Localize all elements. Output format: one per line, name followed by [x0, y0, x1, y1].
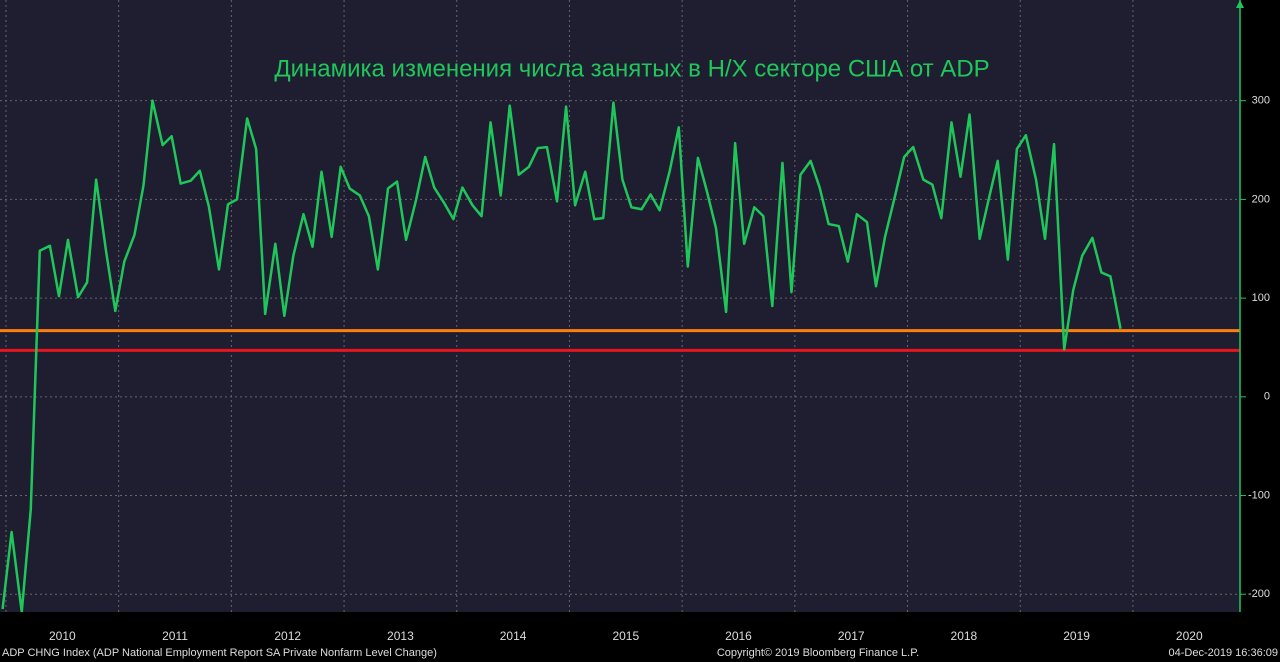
- x-tick-label: 2019: [1063, 629, 1090, 643]
- x-tick-label: 2012: [274, 629, 301, 643]
- x-tick-label: 2020: [1176, 629, 1203, 643]
- x-tick-label: 2010: [49, 629, 76, 643]
- x-tick-label: 2013: [387, 629, 414, 643]
- chart-title: Динамика изменения числа занятых в Н/Х с…: [274, 55, 989, 82]
- x-tick-label: 2017: [838, 629, 865, 643]
- y-tick-label: 200: [1252, 193, 1270, 205]
- copyright: Copyright© 2019 Bloomberg Finance L.P.: [717, 647, 919, 659]
- x-tick-label: 2015: [612, 629, 639, 643]
- y-tick-label: 100: [1252, 292, 1270, 304]
- marks: [0, 99, 1240, 612]
- x-tick-label: 2011: [162, 629, 188, 643]
- grid: [0, 0, 1240, 612]
- series-line: [1, 99, 1122, 612]
- y-tick-label: 0: [1264, 391, 1270, 403]
- y-tick-label: 300: [1252, 95, 1270, 107]
- x-tick-label: 2014: [500, 629, 527, 643]
- x-tick-label: 2016: [725, 629, 752, 643]
- x-tick-label: 2018: [951, 629, 978, 643]
- source-note: ADP CHNG Index (ADP National Employment …: [2, 647, 437, 659]
- timestamp: 04-Dec-2019 16:36:09: [1169, 647, 1278, 659]
- plot-area: [0, 0, 1240, 612]
- axis-arrow: [1236, 0, 1244, 8]
- y-tick-label: -100: [1248, 489, 1270, 501]
- y-tick-label: -200: [1248, 588, 1270, 600]
